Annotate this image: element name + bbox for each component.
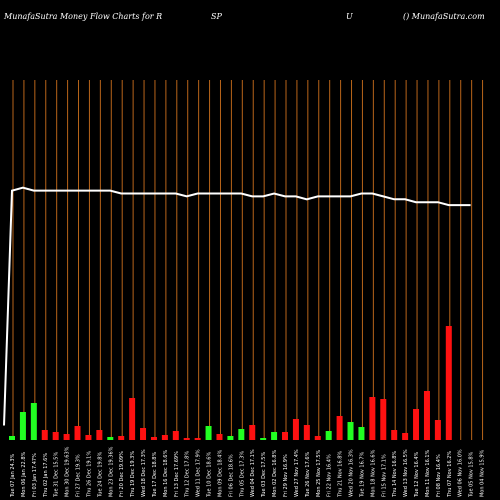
x-axis-date-label: Tue 17 Dec 18.8%	[152, 452, 158, 498]
flow-bar	[282, 432, 288, 440]
x-axis-date-label: Mon 18 Nov 16.6%	[370, 449, 376, 497]
flow-bar	[9, 436, 15, 440]
flow-bar	[314, 436, 321, 440]
flow-bar	[216, 434, 223, 440]
flow-bar	[380, 399, 387, 440]
flow-bar	[85, 435, 92, 440]
flow-bar	[63, 434, 70, 440]
x-axis-date-label: Fri 29 Nov 16.9%	[283, 454, 289, 497]
x-axis-date-label: Mon 09 Dec 18.4%	[217, 450, 223, 497]
flow-bar	[423, 391, 430, 440]
x-axis-date-label: Thu 05 Dec 17.3%	[239, 451, 245, 498]
flow-bar	[205, 426, 212, 440]
flow-bar	[107, 437, 114, 440]
flow-bar	[161, 435, 168, 440]
x-axis-date-label: Thu 12 Dec 17.8%	[185, 451, 191, 498]
flow-bar	[238, 429, 245, 440]
x-axis-date-label: Wed 11 Dec 17.9%	[196, 449, 202, 497]
x-axis-date-label: Fri 08 Nov 16.4%	[436, 454, 442, 497]
flow-bar	[52, 432, 59, 440]
flow-bar	[41, 430, 48, 440]
x-axis-date-label: Tue 05 Nov 15.8%	[469, 451, 475, 498]
x-axis-date-label: Thu 19 Dec 19.3%	[130, 451, 136, 498]
x-axis-date-label: Wed 13 Nov 16.5%	[403, 449, 409, 497]
x-axis-date-label: Tue 12 Nov 16.4%	[414, 451, 420, 498]
flow-bar	[369, 397, 376, 440]
x-axis-date-label: Tue 19 Nov 16.7%	[359, 451, 365, 498]
flow-bar	[260, 438, 267, 440]
x-axis-date-label: Tue 26 Nov 17.6%	[305, 451, 311, 498]
flow-bar	[336, 416, 343, 440]
x-axis-date-label: Fri 03 Jan 17.47%	[32, 453, 38, 497]
x-axis-date-label: Tue 31 Dec 15.5%	[54, 452, 60, 498]
x-axis-date-label: Thu 21 Nov 16.8%	[338, 451, 344, 498]
flow-bar	[402, 433, 409, 440]
flow-bar	[325, 431, 332, 440]
flow-bar	[413, 409, 420, 440]
flow-bar	[30, 403, 37, 440]
x-axis-date-label: Mon 23 Dec 19.36%	[108, 446, 114, 497]
flow-bar	[194, 438, 201, 440]
chart-header-right: () MunafaSutra.com	[403, 12, 485, 21]
x-axis-date-label: Tue 03 Dec 17.5%	[261, 452, 267, 498]
x-axis-date-label: Tue 10 Dec 18.6%	[207, 452, 213, 498]
x-axis-date-label: Fri 20 Dec 19.09%	[119, 451, 125, 497]
x-axis-date-label: Thu 14 Nov 16.8%	[392, 451, 398, 498]
flow-bar	[150, 437, 157, 440]
flow-bar	[227, 436, 234, 440]
flow-bar	[347, 422, 354, 440]
x-axis-date-label: Thu 07 Nov 16.2%	[447, 451, 453, 498]
x-axis-date-label: Wed 18 Dec 17.3%	[141, 449, 147, 497]
x-axis-date-label: Tue 24 Dec 19.8%	[97, 452, 103, 498]
x-axis-date-label: Fri 13 Dec 17.69%	[174, 451, 180, 497]
x-axis-date-label: Fri 15 Nov 17.1%	[381, 454, 387, 497]
x-axis-date-label: Mon 16 Dec 18.6%	[163, 450, 169, 497]
flow-bar	[172, 431, 179, 440]
x-axis-date-label: Wed 04 Dec 17.1%	[250, 449, 256, 497]
flow-bar	[183, 438, 190, 440]
chart-header-symbol-part1: SP	[211, 12, 222, 21]
x-axis-date-label: Thu 02 Jan 17.6%	[43, 453, 49, 498]
flow-bar	[96, 430, 103, 440]
flow-bar	[292, 419, 299, 440]
x-axis-date-label: Wed 27 Nov 17.4%	[294, 449, 300, 497]
x-axis-date-label: Fri 06 Dec 18.6%	[228, 454, 234, 497]
x-axis-date-label: Wed 20 Nov 16.3%	[349, 449, 355, 497]
x-axis-date-label: Wed 06 Nov 16.0%	[458, 449, 464, 497]
flow-bar	[391, 430, 398, 440]
flow-bar	[303, 425, 310, 440]
x-axis-date-label: Mon 30 Dec 19.63%	[65, 446, 71, 497]
x-axis-date-label: Mon 25 Nov 17.5%	[316, 449, 322, 497]
x-axis-date-label: Thu 26 Dec 19.1%	[86, 451, 92, 498]
x-axis-date-label: Mon 02 Dec 16.8%	[272, 450, 278, 497]
x-axis-date-label: Mon 06 Jan 22.8%	[21, 451, 27, 497]
flow-bar	[271, 432, 278, 440]
flow-bar	[140, 428, 147, 440]
price-line	[3, 186, 471, 426]
flow-bar	[19, 412, 26, 440]
chart-header-symbol-part2: U	[346, 12, 353, 21]
chart-header-left: MunafaSutra Money Flow Charts for R	[4, 12, 163, 21]
x-axis-date-label: Fri 27 Dec 19.3%	[76, 454, 82, 497]
x-axis-date-label: Tue 07 Jan 24.3%	[10, 453, 16, 498]
x-axis-date-label: Mon 11 Nov 16.1%	[425, 449, 431, 497]
flow-bar	[74, 426, 81, 440]
x-axis-date-label: Mon 04 Nov 15.9%	[480, 449, 486, 497]
flow-bar	[434, 420, 441, 440]
x-axis-date-label: Fri 22 Nov 16.4%	[327, 454, 333, 497]
flow-bar	[129, 398, 136, 440]
flow-bar	[118, 436, 125, 440]
flow-bar	[358, 427, 365, 440]
flow-bar	[249, 425, 256, 440]
flow-bar	[445, 326, 452, 440]
